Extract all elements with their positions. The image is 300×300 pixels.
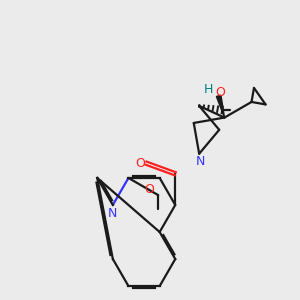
Text: O: O <box>215 86 225 99</box>
Text: N: N <box>196 155 205 168</box>
Polygon shape <box>216 95 224 118</box>
Text: N: N <box>108 207 118 220</box>
Text: O: O <box>136 157 146 169</box>
Text: O: O <box>145 183 154 196</box>
Text: H: H <box>204 83 213 96</box>
